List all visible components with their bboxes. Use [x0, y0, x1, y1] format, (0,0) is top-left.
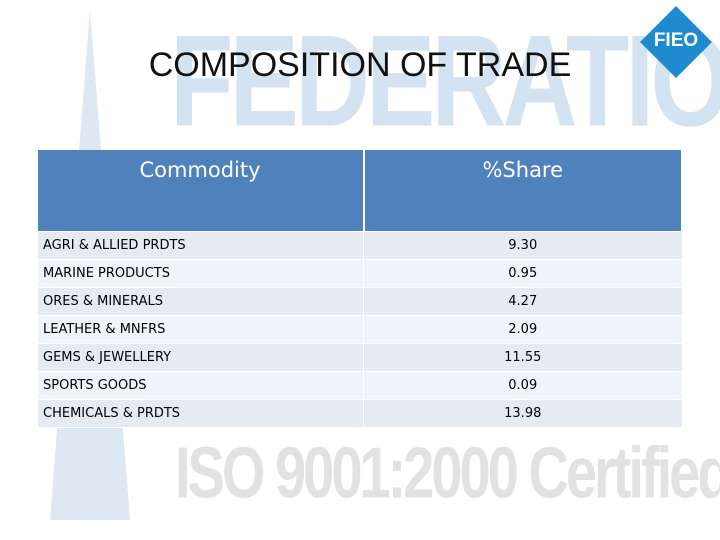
commodity-cell: LEATHER & MNFRS: [37, 315, 364, 344]
commodity-cell: SPORTS GOODS: [37, 371, 364, 400]
header-cell: %Share: [363, 150, 683, 232]
commodity-cell: MARINE PRODUCTS: [37, 259, 364, 288]
table-row: SPORTS GOODS 0.09: [37, 371, 683, 400]
share-cell: 13.98: [363, 399, 683, 428]
share-cell: 9.30: [363, 231, 683, 260]
table-row: ORES & MINERALS 4.27: [37, 287, 683, 316]
header-row: Commodity %Share: [37, 150, 683, 232]
share-cell: 0.09: [363, 371, 683, 400]
logo-shape: [640, 6, 712, 78]
share-cell: 2.09: [363, 315, 683, 344]
table-row: AGRI & ALLIED PRDTS 9.30: [37, 231, 683, 260]
watermark-text: ISO 9001:2000 Certified: [175, 431, 720, 514]
table-row: MARINE PRODUCTS 0.95: [37, 259, 683, 288]
commodity-cell: AGRI & ALLIED PRDTS: [37, 231, 364, 260]
table-row: GEMS & JEWELLERY 11.55: [37, 343, 683, 372]
commodity-cell: CHEMICALS & PRDTS: [37, 399, 364, 428]
logo: FIEO: [653, 30, 699, 51]
commodity-cell: ORES & MINERALS: [37, 287, 364, 316]
commodity-cell: GEMS & JEWELLERY: [37, 343, 364, 372]
slide-title: COMPOSITION OF TRADE: [148, 46, 572, 84]
share-cell: 4.27: [363, 287, 683, 316]
share-cell: 11.55: [363, 343, 683, 372]
share-cell: 0.95: [363, 259, 683, 288]
table-row: LEATHER & MNFRS 2.09: [37, 315, 683, 344]
header-cell: Commodity: [37, 150, 365, 232]
table-row: CHEMICALS & PRDTS 13.98: [37, 399, 683, 428]
trade-table: Commodity %Share AGRI & ALLIED PRDTS 9.30…: [37, 150, 683, 428]
watermark-text: FEDERATION OF INDIAN: [170, 9, 720, 155]
